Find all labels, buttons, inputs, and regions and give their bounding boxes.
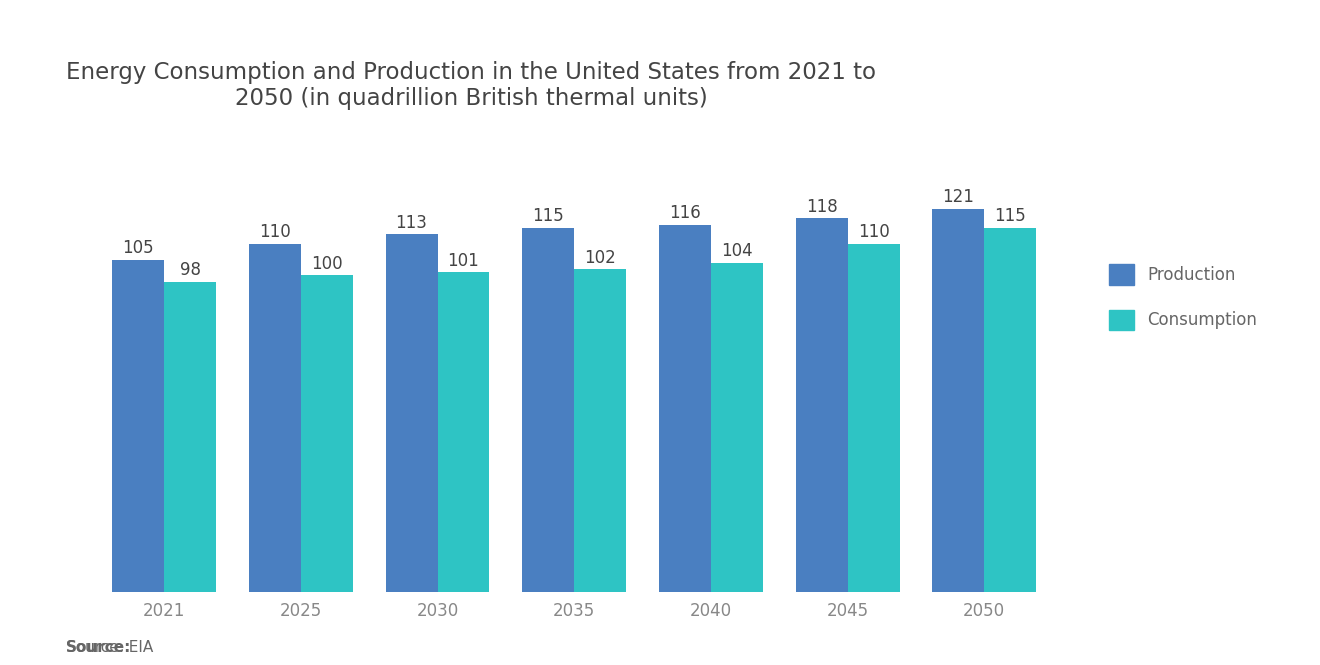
Text: 105: 105 — [123, 239, 154, 257]
Bar — [249, 244, 301, 592]
Text: 104: 104 — [721, 242, 752, 260]
Bar — [523, 228, 574, 592]
Bar — [796, 218, 847, 592]
Text: 121: 121 — [942, 188, 974, 206]
Bar — [847, 244, 899, 592]
Text: Energy Consumption and Production in the United States from 2021 to
2050 (in qua: Energy Consumption and Production in the… — [66, 61, 876, 110]
Bar — [301, 275, 352, 592]
Text: 101: 101 — [447, 252, 479, 270]
Text: 116: 116 — [669, 204, 701, 222]
Text: 100: 100 — [312, 255, 343, 273]
Bar — [437, 272, 490, 592]
Text: 115: 115 — [994, 207, 1026, 225]
Text: Source: EIA: Source: EIA — [66, 640, 153, 655]
Text: 118: 118 — [805, 198, 837, 216]
Bar — [385, 234, 437, 592]
Text: Source:: Source: — [66, 640, 132, 655]
Text: 102: 102 — [585, 249, 616, 267]
Bar — [574, 269, 626, 592]
Text: 110: 110 — [259, 223, 290, 241]
Text: 113: 113 — [396, 213, 428, 231]
Text: 98: 98 — [180, 261, 201, 279]
Bar — [711, 263, 763, 592]
Bar — [985, 228, 1036, 592]
Text: 115: 115 — [532, 207, 564, 225]
Text: 110: 110 — [858, 223, 890, 241]
Bar — [659, 225, 711, 592]
Legend: Production, Consumption: Production, Consumption — [1101, 256, 1266, 338]
Bar — [164, 282, 216, 592]
Bar — [112, 259, 164, 592]
Bar — [932, 209, 985, 592]
